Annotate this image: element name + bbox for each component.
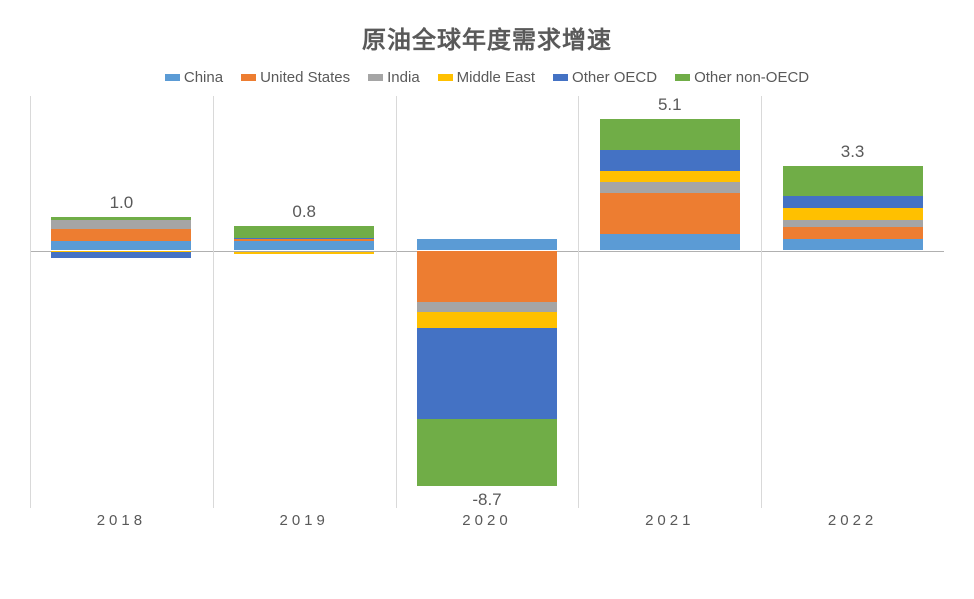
legend-label: China — [184, 69, 223, 86]
bar-segment — [783, 196, 923, 208]
gridline — [578, 96, 579, 508]
x-axis-label: 2018 — [30, 512, 213, 536]
data-label: 0.8 — [234, 202, 374, 222]
bar-segment — [234, 226, 374, 238]
data-label: 5.1 — [600, 95, 740, 115]
year-column: -8.7 — [396, 96, 579, 508]
legend-swatch — [165, 74, 180, 81]
legend-item: India — [368, 69, 420, 86]
legend-item: Other OECD — [553, 69, 657, 86]
data-label: 1.0 — [51, 193, 191, 213]
bar-segment — [600, 182, 740, 192]
gridline — [396, 96, 397, 508]
plot-area: 1.0 0.8 -8.7 5.1 3.3 20182019202020212022 — [30, 96, 944, 536]
bar-segment — [417, 239, 557, 251]
legend: China United States India Middle East Other … — [30, 69, 944, 86]
bar-segment — [234, 238, 374, 239]
legend-label: Other OECD — [572, 69, 657, 86]
year-column: 0.8 — [213, 96, 396, 508]
stacked-bar — [600, 96, 740, 508]
legend-item: Other non-OECD — [675, 69, 809, 86]
bar-segment — [600, 119, 740, 150]
chart-container: 原油全球年度需求增速 China United States India Middle… — [0, 0, 974, 599]
bar-segment — [234, 252, 374, 255]
gridline — [213, 96, 214, 508]
bar-segment — [783, 239, 923, 251]
x-axis-label: 2022 — [761, 512, 944, 536]
bar-segment — [783, 166, 923, 197]
data-label: -8.7 — [417, 490, 557, 510]
legend-swatch — [241, 74, 256, 81]
bar-segment — [600, 193, 740, 234]
gridline — [761, 96, 762, 508]
data-label: 3.3 — [783, 142, 923, 162]
bar-segment — [783, 208, 923, 220]
bar-segment — [51, 252, 191, 258]
bar-segment — [417, 302, 557, 312]
bar-segment — [234, 239, 374, 242]
chart-title: 原油全球年度需求增速 — [30, 20, 944, 55]
bar-segment — [417, 419, 557, 486]
legend-swatch — [553, 74, 568, 81]
legend-label: United States — [260, 69, 350, 86]
bar-segment — [783, 227, 923, 239]
stacked-bar — [51, 96, 191, 508]
x-axis-labels: 20182019202020212022 — [30, 512, 944, 536]
legend-label: Middle East — [457, 69, 535, 86]
bar-segment — [51, 229, 191, 242]
x-axis-label: 2021 — [578, 512, 761, 536]
year-column: 5.1 — [578, 96, 761, 508]
legend-label: Other non-OECD — [694, 69, 809, 86]
legend-label: India — [387, 69, 420, 86]
year-column: 1.0 — [30, 96, 213, 508]
year-column: 3.3 — [761, 96, 944, 508]
x-axis-label: 2020 — [396, 512, 579, 536]
bars-row: 1.0 0.8 -8.7 5.1 3.3 — [30, 96, 944, 508]
bar-segment — [600, 171, 740, 183]
bar-segment — [51, 217, 191, 220]
bar-segment — [600, 150, 740, 171]
legend-swatch — [675, 74, 690, 81]
bar-segment — [600, 234, 740, 251]
stacked-bar — [234, 96, 374, 508]
stacked-bar — [417, 96, 557, 508]
legend-item: Middle East — [438, 69, 535, 86]
bar-segment — [783, 220, 923, 228]
bar-segment — [51, 241, 191, 250]
bar-segment — [417, 312, 557, 327]
x-axis-label: 2019 — [213, 512, 396, 536]
legend-item: United States — [241, 69, 350, 86]
gridline — [30, 96, 31, 508]
legend-swatch — [368, 74, 383, 81]
bar-segment — [51, 220, 191, 229]
legend-swatch — [438, 74, 453, 81]
legend-item: China — [165, 69, 223, 86]
bar-segment — [417, 328, 557, 419]
bar-segment — [417, 251, 557, 303]
bar-segment — [234, 241, 374, 250]
